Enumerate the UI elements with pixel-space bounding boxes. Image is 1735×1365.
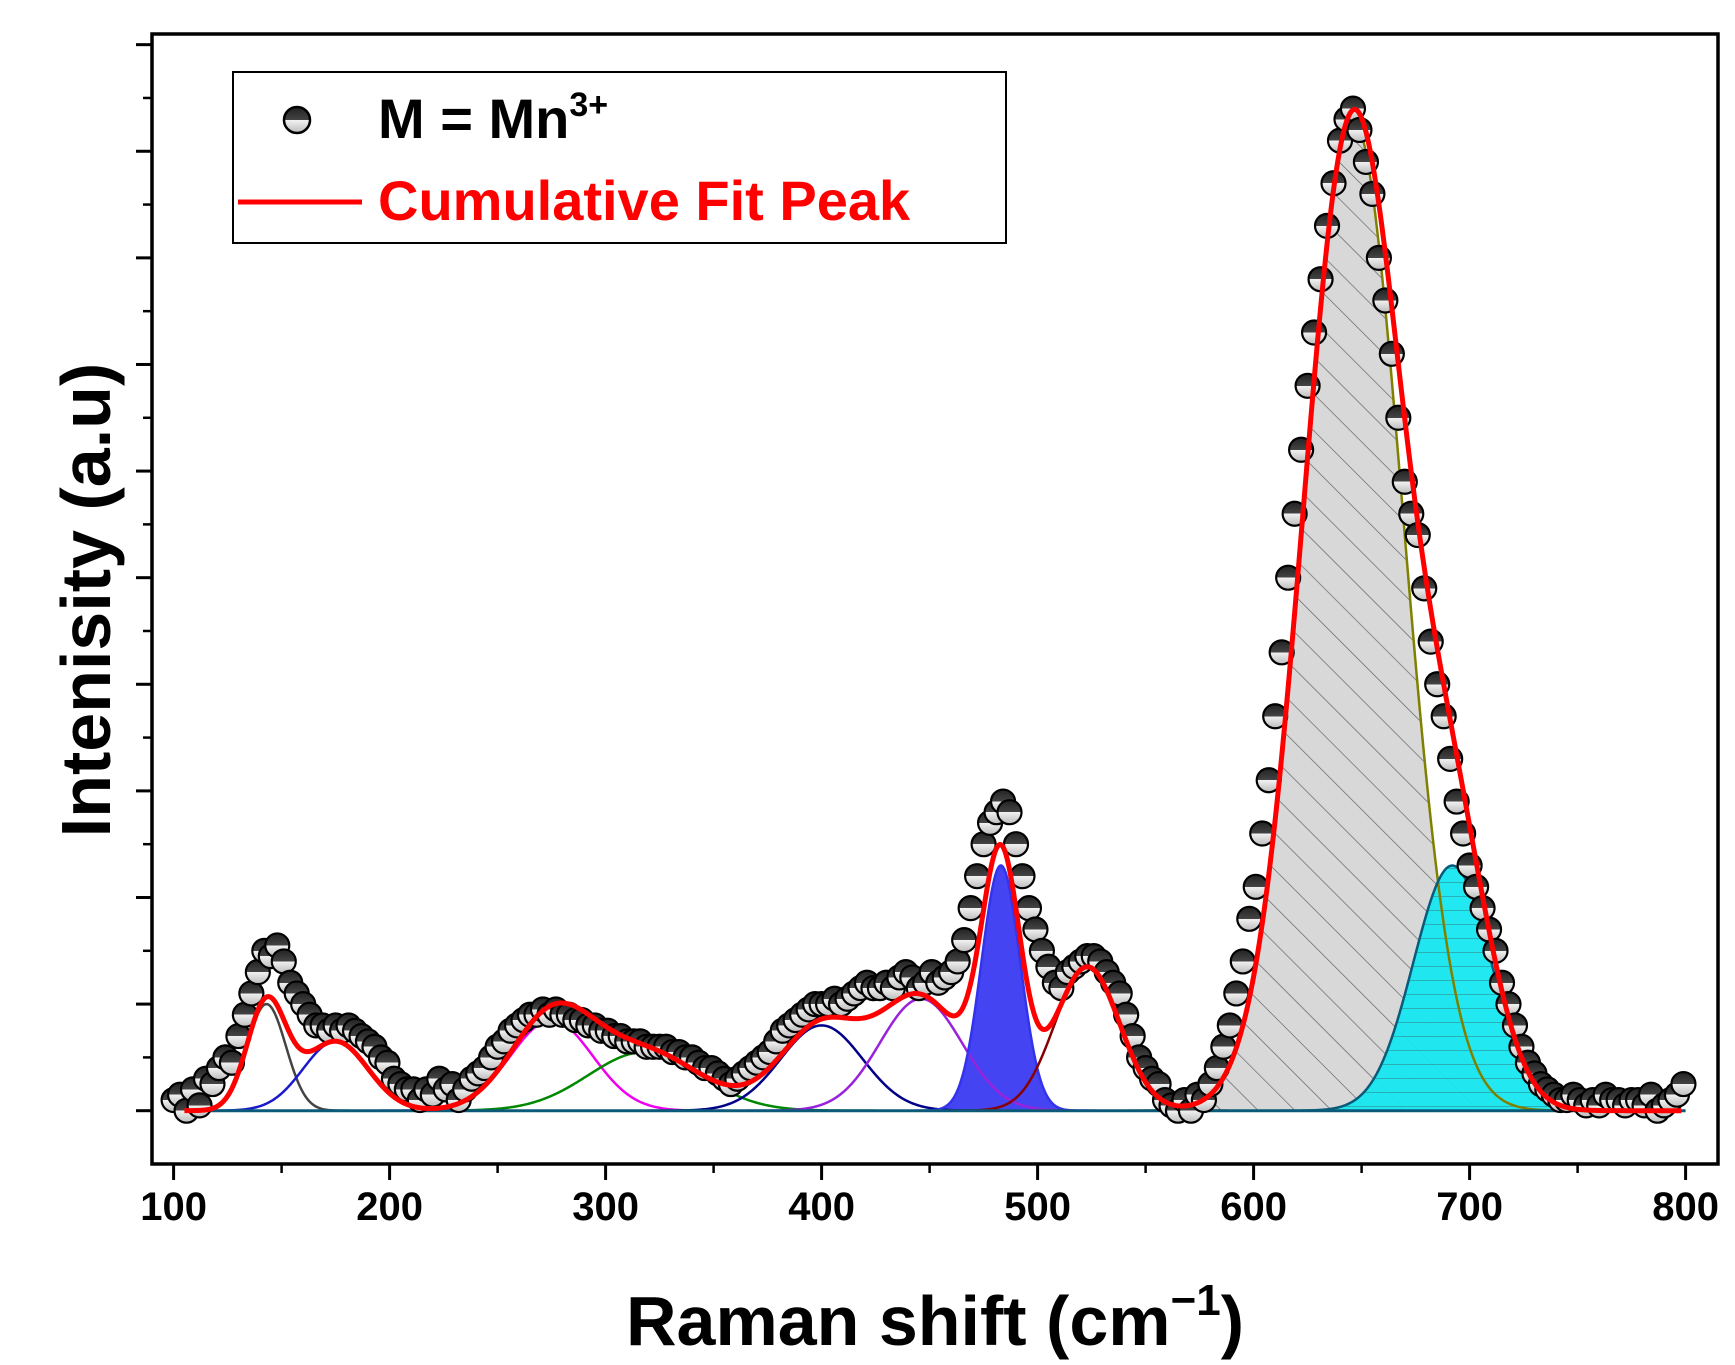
x-tick-label: 700 xyxy=(1436,1185,1503,1229)
x-axis-ticks: 100 200 300 400 500 600 700 800 xyxy=(140,1164,1719,1229)
y-axis-title: Intenisity (a.u) xyxy=(47,363,125,837)
x-tick-label: 200 xyxy=(356,1185,423,1229)
data-point xyxy=(1670,1070,1697,1098)
data-point xyxy=(1236,905,1263,932)
legend: M = Mn3+ Cumulative Fit Peak xyxy=(232,71,1007,244)
legend-box xyxy=(232,71,1007,244)
x-tick-label: 400 xyxy=(788,1185,855,1229)
cumulative-fit-line xyxy=(182,106,1683,1114)
x-tick-label: 800 xyxy=(1652,1185,1719,1229)
data-point xyxy=(996,799,1023,826)
data-point xyxy=(957,895,984,922)
x-axis-title: Raman shift (cm−1) xyxy=(626,1276,1244,1360)
data-point xyxy=(1300,319,1328,346)
legend-data-label: M = Mn3+ xyxy=(378,86,608,150)
legend-marker-icon xyxy=(282,105,312,135)
data-point xyxy=(951,927,978,954)
data-point xyxy=(1223,980,1250,1007)
peak-fill-483 xyxy=(913,865,1089,1111)
filled-peaks xyxy=(913,119,1628,1111)
data-point xyxy=(1275,564,1302,591)
x-tick-label: 600 xyxy=(1220,1185,1287,1229)
x-tick-label: 100 xyxy=(140,1185,207,1229)
peak-tint-692 xyxy=(1277,865,1628,1111)
peak-fill-646 xyxy=(1129,119,1577,1111)
x-tick-label: 500 xyxy=(1004,1185,1071,1229)
plot-frame xyxy=(150,32,1720,1166)
data-point xyxy=(1229,948,1256,975)
data-point xyxy=(186,1092,213,1119)
x-tick-label: 300 xyxy=(572,1185,639,1229)
peak-curve-483 xyxy=(913,864,1089,1112)
y-axis-ticks xyxy=(136,43,152,1113)
legend-fit-label: Cumulative Fit Peak xyxy=(378,169,911,232)
